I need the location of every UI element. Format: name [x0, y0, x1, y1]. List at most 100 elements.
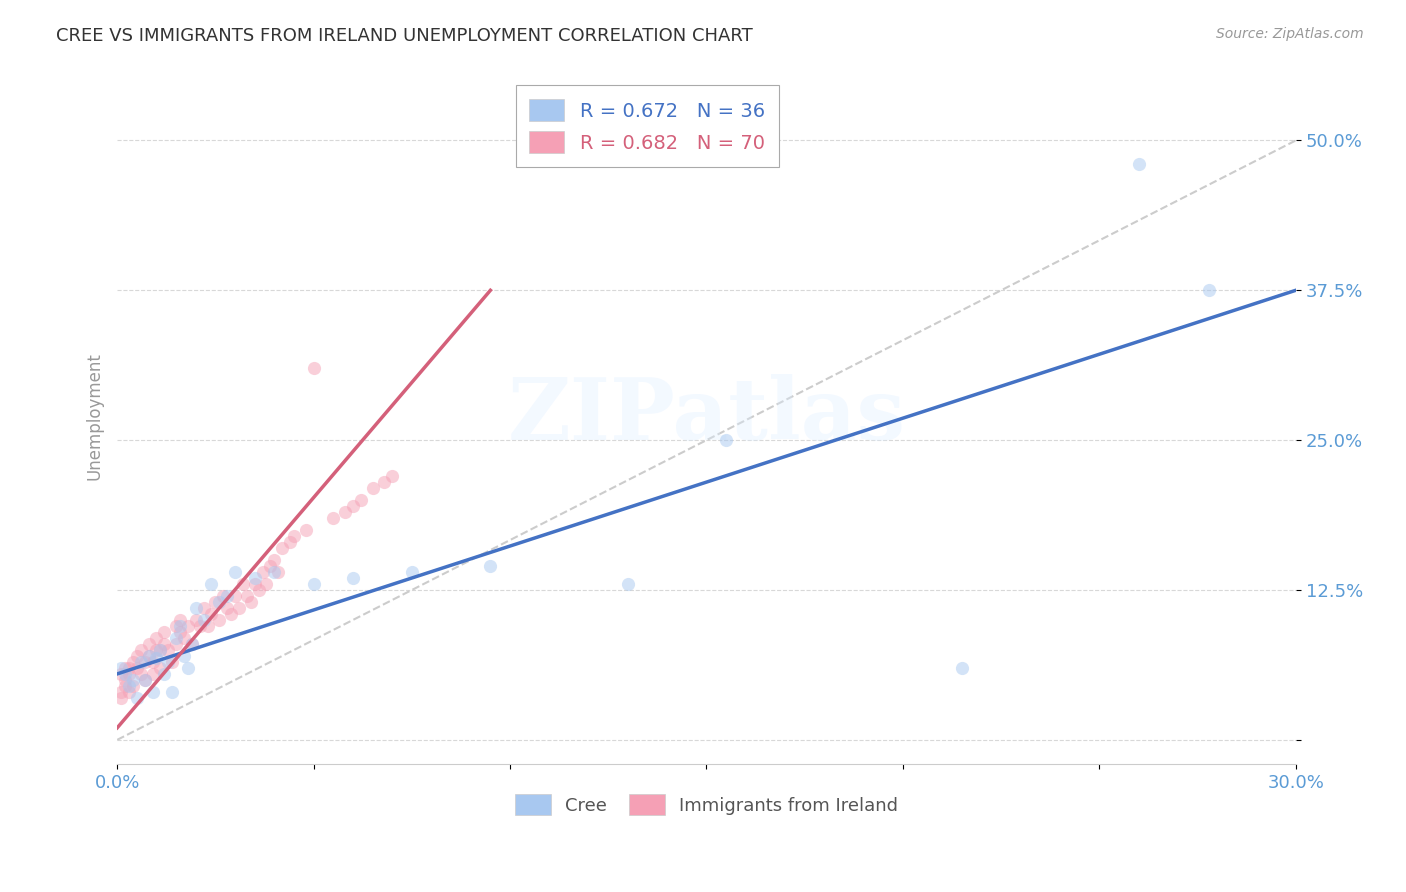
Point	[125, 648, 148, 663]
Point	[177, 661, 200, 675]
Point	[153, 667, 176, 681]
Point	[145, 651, 167, 665]
Point	[197, 619, 219, 633]
Point	[141, 655, 163, 669]
Point	[200, 607, 222, 621]
Point	[129, 667, 152, 681]
Point	[173, 648, 195, 663]
Point	[617, 577, 640, 591]
Point	[122, 673, 145, 687]
Point	[401, 565, 423, 579]
Point	[333, 505, 356, 519]
Point	[950, 661, 973, 675]
Point	[361, 481, 384, 495]
Point	[342, 571, 364, 585]
Point	[271, 541, 294, 555]
Point	[160, 655, 183, 669]
Point	[118, 679, 141, 693]
Point	[193, 601, 215, 615]
Point	[129, 643, 152, 657]
Point	[342, 499, 364, 513]
Point	[122, 655, 145, 669]
Point	[224, 589, 246, 603]
Point	[217, 589, 239, 603]
Point	[212, 589, 235, 603]
Point	[118, 685, 141, 699]
Point	[239, 595, 262, 609]
Point	[1198, 283, 1220, 297]
Point	[302, 577, 325, 591]
Point	[138, 648, 160, 663]
Point	[177, 619, 200, 633]
Point	[381, 469, 404, 483]
Point	[129, 655, 152, 669]
Point	[153, 624, 176, 639]
Point	[118, 661, 141, 675]
Point	[252, 565, 274, 579]
Point	[236, 589, 259, 603]
Point	[184, 601, 207, 615]
Point	[160, 685, 183, 699]
Point	[169, 613, 191, 627]
Y-axis label: Unemployment: Unemployment	[86, 352, 103, 480]
Text: Source: ZipAtlas.com: Source: ZipAtlas.com	[1216, 27, 1364, 41]
Text: CREE VS IMMIGRANTS FROM IRELAND UNEMPLOYMENT CORRELATION CHART: CREE VS IMMIGRANTS FROM IRELAND UNEMPLOY…	[56, 27, 754, 45]
Point	[165, 631, 187, 645]
Point	[193, 613, 215, 627]
Point	[200, 577, 222, 591]
Legend: Cree, Immigrants from Ireland: Cree, Immigrants from Ireland	[506, 786, 907, 824]
Point	[204, 595, 226, 609]
Point	[263, 565, 285, 579]
Point	[302, 361, 325, 376]
Point	[149, 661, 172, 675]
Point	[145, 643, 167, 657]
Point	[114, 673, 136, 687]
Point	[141, 667, 163, 681]
Point	[208, 613, 231, 627]
Point	[157, 643, 180, 657]
Point	[479, 559, 502, 574]
Point	[141, 685, 163, 699]
Point	[157, 655, 180, 669]
Point	[278, 535, 301, 549]
Point	[350, 493, 373, 508]
Point	[125, 690, 148, 705]
Point	[232, 577, 254, 591]
Point	[145, 631, 167, 645]
Point	[110, 690, 132, 705]
Point	[208, 595, 231, 609]
Point	[243, 571, 266, 585]
Point	[224, 565, 246, 579]
Point	[714, 433, 737, 447]
Point	[114, 679, 136, 693]
Point	[165, 619, 187, 633]
Point	[247, 582, 270, 597]
Text: ZIPatlas: ZIPatlas	[508, 374, 905, 458]
Point	[267, 565, 290, 579]
Point	[373, 475, 395, 489]
Point	[217, 601, 239, 615]
Point	[169, 619, 191, 633]
Point	[283, 529, 305, 543]
Point	[118, 667, 141, 681]
Point	[138, 637, 160, 651]
Point	[184, 613, 207, 627]
Point	[125, 661, 148, 675]
Point	[122, 679, 145, 693]
Point	[243, 577, 266, 591]
Point	[149, 643, 172, 657]
Point	[138, 648, 160, 663]
Point	[180, 637, 202, 651]
Point	[219, 607, 242, 621]
Point	[149, 643, 172, 657]
Point	[153, 637, 176, 651]
Point	[173, 631, 195, 645]
Point	[188, 619, 211, 633]
Point	[1128, 157, 1150, 171]
Point	[165, 637, 187, 651]
Point	[114, 661, 136, 675]
Point	[134, 673, 156, 687]
Point	[256, 577, 278, 591]
Point	[180, 637, 202, 651]
Point	[169, 624, 191, 639]
